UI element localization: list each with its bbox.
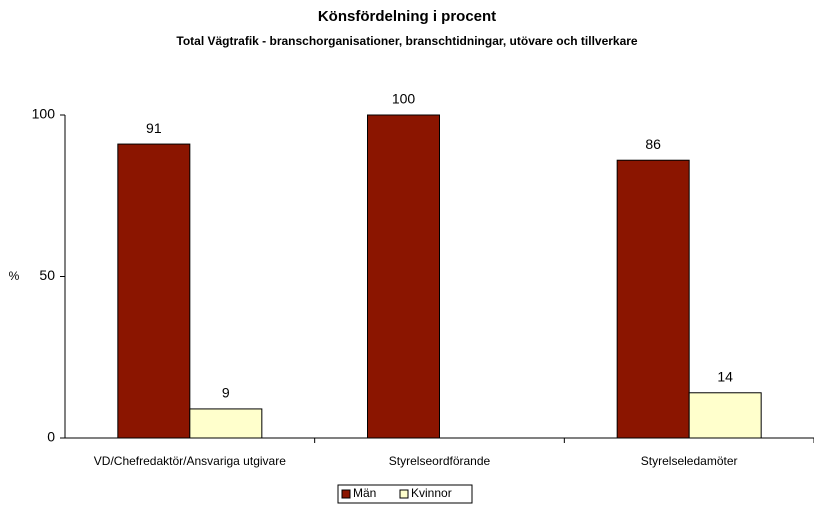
value-label: 86 [645, 136, 661, 152]
value-label: 14 [717, 368, 733, 384]
chart-subtitle: Total Vägtrafik - branschorganisationer,… [176, 34, 638, 48]
x-tick-label: Styrelseordförande [389, 454, 491, 468]
legend-swatch [341, 489, 351, 499]
legend-swatch [399, 489, 409, 499]
value-label: 100 [392, 91, 416, 107]
legend-label: Män [353, 486, 376, 500]
value-label: 9 [222, 385, 230, 401]
x-tick-label: VD/Chefredaktör/Ansvariga utgivare [94, 454, 286, 468]
y-tick-label: 0 [47, 429, 55, 445]
value-label: 91 [146, 120, 162, 136]
bar [688, 392, 762, 439]
y-tick-label: 100 [32, 106, 56, 122]
bar [367, 114, 440, 439]
legend-label: Kvinnor [411, 486, 452, 500]
bar [616, 159, 690, 439]
bar [117, 143, 191, 439]
bar [189, 408, 263, 439]
chart-title: Könsfördelning i procent [318, 8, 496, 25]
legend-box [337, 484, 473, 504]
y-axis-label: % [9, 269, 20, 283]
x-tick-label: Styrelseledamöter [641, 454, 738, 468]
y-tick-label: 50 [39, 267, 55, 283]
